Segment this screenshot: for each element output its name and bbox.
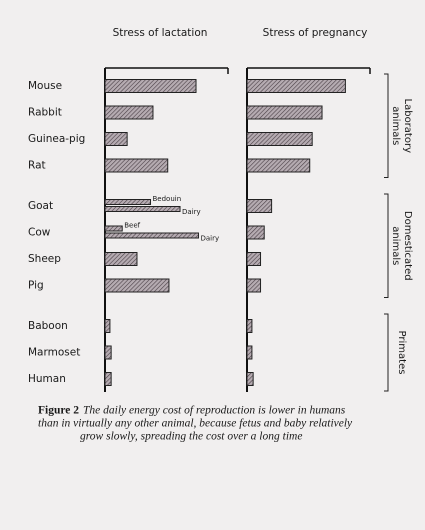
bar (104, 199, 152, 205)
bar (246, 278, 262, 293)
category-label: Rat (28, 160, 46, 172)
bar (246, 158, 311, 173)
category-label: Sheep (28, 253, 61, 265)
bar-label: Dairy (200, 235, 219, 243)
category-label: Guinea-pig (28, 133, 85, 145)
caption-text: grow slowly, spreading the cost over a l… (80, 431, 302, 443)
bar (104, 206, 181, 212)
group-label: Laboratoryanimals (390, 99, 413, 154)
category-label: Cow (28, 227, 51, 239)
panel-title: Stress of lactation (113, 27, 208, 39)
category-label: Human (28, 373, 66, 385)
group-label-line: animals (390, 226, 401, 265)
category-label: Goat (28, 200, 53, 212)
caption-text: than in virtually any other animal, beca… (38, 418, 353, 430)
group-label-line: Laboratory (402, 99, 413, 154)
bar (104, 252, 138, 266)
bar (246, 105, 323, 120)
bar (104, 132, 128, 146)
group-bracket (384, 73, 389, 178)
bar (246, 132, 313, 146)
bar (104, 345, 112, 360)
caption-text: The daily energy cost of reproduction is… (83, 405, 346, 417)
group-label-line: animals (390, 106, 401, 145)
group-bracket (384, 193, 389, 298)
caption-label: Figure 2 (38, 405, 79, 417)
category-label: Marmoset (28, 347, 80, 359)
bar (246, 225, 265, 240)
category-label: Pig (28, 280, 44, 292)
bar (246, 252, 262, 266)
bar (104, 319, 111, 333)
bar (104, 278, 170, 293)
group-label: Domesticatedanimals (390, 211, 413, 281)
bar (104, 232, 199, 239)
category-label: Rabbit (28, 107, 62, 119)
panel-title: Stress of pregnancy (263, 27, 368, 39)
bar (104, 225, 123, 232)
bar (246, 199, 273, 213)
bar-label: Dairy (182, 208, 201, 216)
group-label: Primates (396, 331, 407, 375)
bar (246, 319, 253, 333)
bar (104, 105, 154, 120)
bar (104, 372, 112, 386)
bar-label: Beef (124, 222, 140, 230)
group-label-line: Domesticated (402, 211, 413, 281)
group-bracket (384, 313, 389, 392)
bar (246, 372, 254, 386)
bar (104, 158, 169, 173)
bar (246, 79, 346, 93)
bar (104, 79, 197, 93)
bar-label: Bedouin (153, 195, 182, 203)
category-label: Mouse (28, 80, 62, 92)
category-label: Baboon (28, 320, 68, 332)
bar (246, 345, 253, 360)
